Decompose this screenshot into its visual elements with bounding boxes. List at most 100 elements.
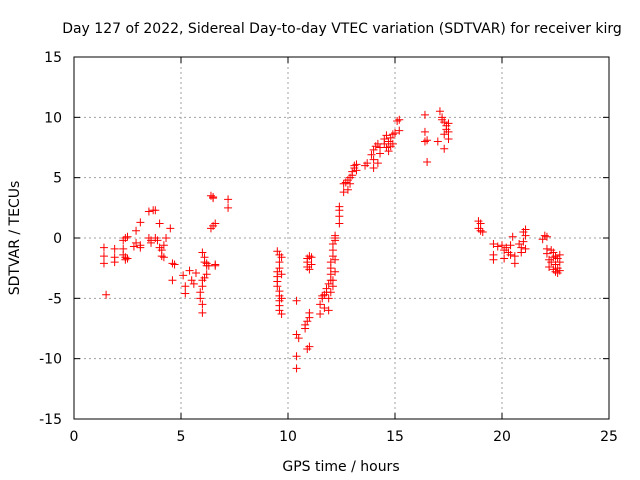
- data-point: [521, 231, 530, 240]
- data-point: [423, 136, 432, 145]
- data-point: [292, 352, 301, 361]
- data-point: [198, 308, 207, 317]
- data-point: [136, 218, 145, 227]
- data-point: [191, 268, 200, 277]
- axis-ticks: 0 5 10 15 20 25 -15 -10 -5 0 5 10 15: [39, 50, 618, 445]
- data-point: [170, 260, 179, 269]
- data-point: [489, 240, 498, 249]
- data-point: [303, 317, 312, 326]
- data-point: [153, 236, 162, 245]
- data-point: [440, 144, 449, 153]
- data-point: [489, 255, 498, 264]
- y-tick-label: -15: [39, 412, 62, 428]
- data-point: [476, 226, 485, 235]
- data-point: [326, 288, 335, 297]
- data-point: [478, 227, 487, 236]
- data-point: [292, 364, 301, 373]
- data-point: [277, 270, 286, 279]
- data-point: [136, 243, 145, 252]
- data-point: [510, 252, 519, 261]
- data-point: [144, 207, 153, 216]
- data-point: [553, 254, 562, 263]
- data-point: [292, 330, 301, 339]
- data-point: [444, 135, 453, 144]
- data-point: [373, 159, 382, 168]
- data-point: [328, 240, 337, 249]
- x-tick-label: 25: [600, 429, 618, 445]
- data-point: [350, 161, 359, 170]
- data-point: [277, 253, 286, 262]
- data-point: [363, 159, 372, 168]
- data-point: [343, 185, 352, 194]
- y-tick-label: 15: [44, 50, 62, 66]
- data-point: [162, 234, 171, 242]
- data-point: [352, 166, 361, 175]
- data-point: [502, 243, 511, 252]
- data-point: [433, 137, 442, 146]
- data-point: [168, 259, 177, 268]
- data-point: [123, 232, 132, 241]
- data-point: [555, 266, 564, 275]
- data-point: [521, 244, 530, 253]
- data-point: [273, 282, 282, 291]
- data-point: [320, 303, 329, 312]
- data-point: [324, 279, 333, 288]
- data-point: [123, 254, 132, 263]
- data-point: [196, 294, 205, 303]
- data-point: [179, 271, 188, 280]
- data-point: [339, 188, 348, 197]
- data-point: [155, 219, 164, 228]
- data-point: [273, 247, 282, 256]
- data-point: [277, 294, 286, 303]
- grid-lines: [74, 57, 609, 419]
- data-point: [476, 219, 485, 228]
- data-point: [316, 310, 325, 319]
- data-point: [110, 244, 119, 253]
- data-point: [305, 265, 314, 274]
- chart-title: Day 127 of 2022, Sidereal Day-to-day VTE…: [62, 21, 622, 37]
- data-point: [551, 260, 560, 269]
- data-point: [545, 262, 554, 271]
- data-point: [99, 243, 108, 252]
- data-point: [382, 131, 391, 140]
- data-point: [294, 334, 303, 343]
- data-point: [367, 150, 376, 159]
- data-point: [388, 130, 397, 139]
- data-point: [147, 238, 156, 247]
- y-tick-label: -5: [48, 291, 62, 307]
- data-point: [440, 130, 449, 139]
- data-point: [292, 296, 301, 305]
- data-point: [181, 289, 190, 298]
- data-point: [307, 253, 316, 262]
- data-point: [538, 235, 547, 244]
- data-point: [423, 157, 432, 166]
- data-point: [542, 232, 551, 241]
- data-point: [181, 282, 190, 291]
- y-tick-label: 10: [44, 110, 62, 126]
- data-point: [211, 219, 220, 228]
- data-point: [110, 258, 119, 267]
- data-point: [157, 252, 166, 261]
- data-point: [187, 276, 196, 285]
- data-point: [384, 137, 393, 146]
- data-point: [132, 238, 141, 247]
- data-point: [151, 206, 160, 215]
- data-point: [549, 253, 558, 262]
- data-point: [331, 267, 340, 276]
- data-point: [318, 291, 327, 300]
- data-point: [121, 234, 130, 242]
- data-point: [444, 127, 453, 136]
- data-point: [335, 219, 344, 228]
- data-point: [508, 232, 517, 241]
- data-point: [555, 258, 564, 267]
- data-point: [132, 226, 141, 235]
- x-tick-label: 20: [493, 429, 511, 445]
- data-point: [307, 260, 316, 269]
- data-point: [517, 248, 526, 257]
- x-tick-label: 5: [177, 429, 186, 445]
- data-point: [200, 258, 209, 267]
- data-point: [369, 164, 378, 173]
- data-point: [275, 264, 284, 273]
- data-point: [555, 250, 564, 259]
